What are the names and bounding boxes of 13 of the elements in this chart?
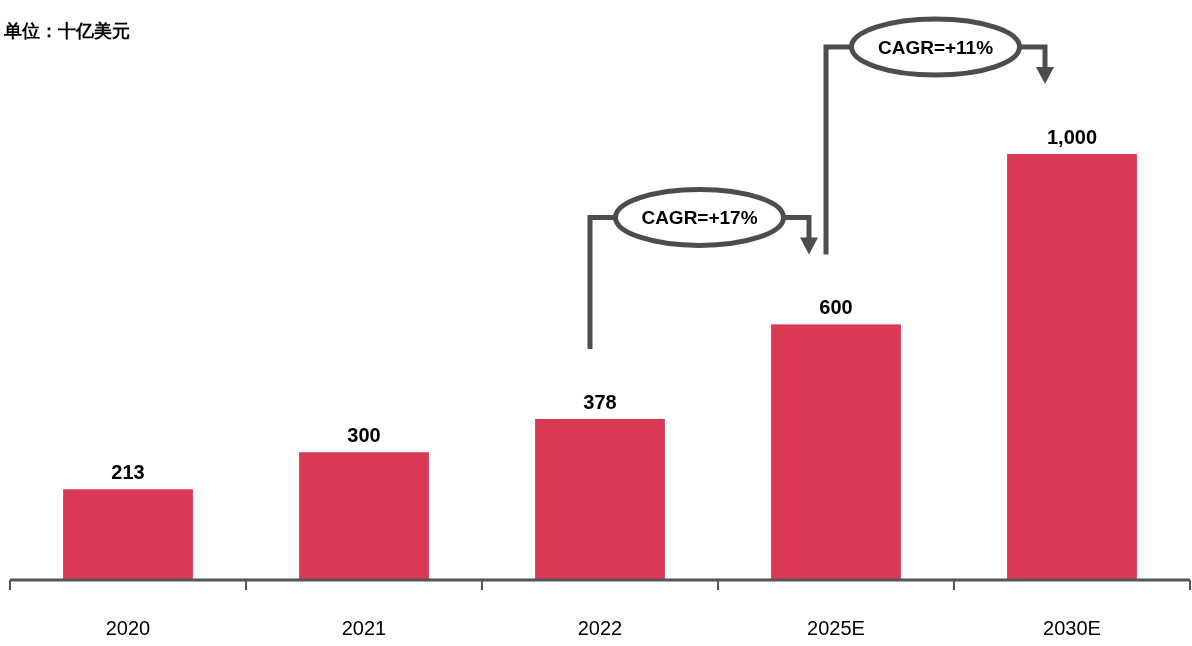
data-label: 1,000 [1046,126,1098,148]
chart-title: 单位：十亿美元 [3,21,130,41]
data-label: 378 [583,390,617,413]
text: CAGR=+11% [877,37,994,58]
annotation: CAGR=+17% [641,207,758,229]
x-tick-label: 2020 [105,617,151,639]
data-label: 600 [819,296,853,319]
data-label: 300 [347,424,381,447]
x-tick-label: 2022 [577,617,623,639]
x-tick-label: 2021 [341,617,387,639]
x-tick-label: 2030E [1043,617,1101,639]
x-tick-label: 2025E [807,617,865,639]
data-label: 213 [111,461,145,484]
